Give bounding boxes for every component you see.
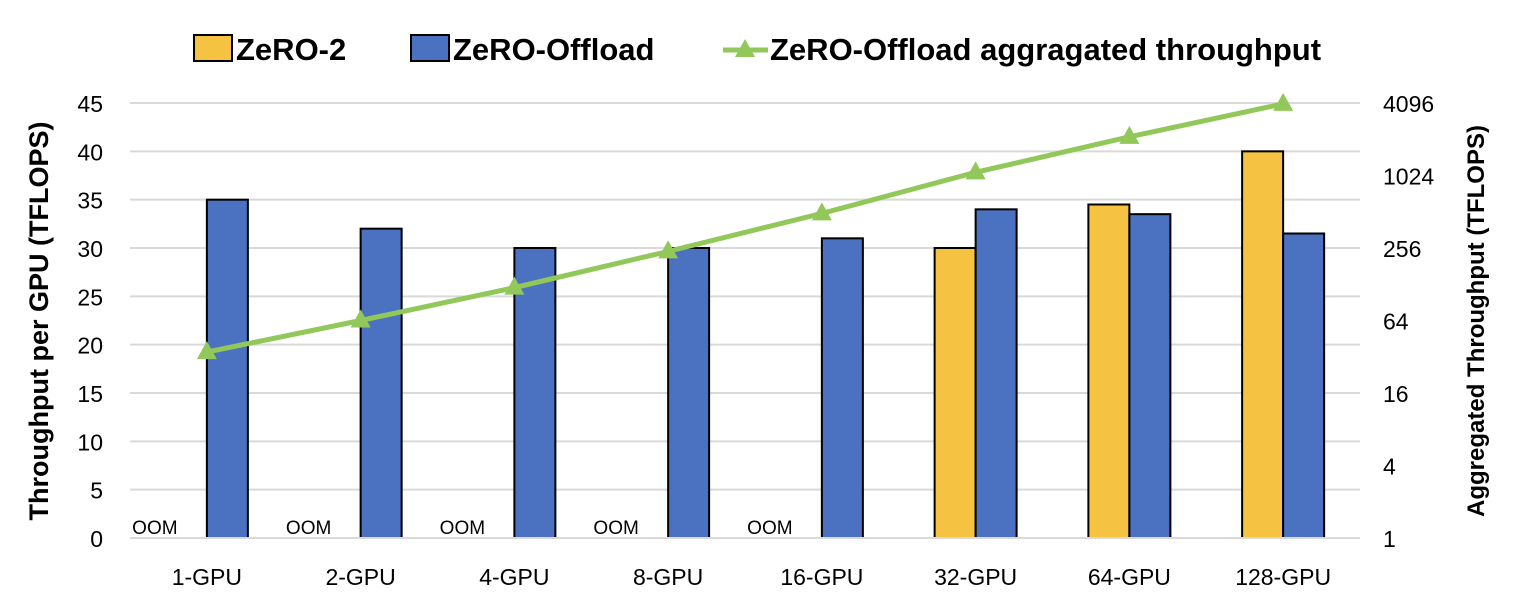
x-tick-label: 1-GPU bbox=[172, 564, 242, 590]
line-point-marker bbox=[965, 161, 986, 180]
bar-zero-offload bbox=[513, 247, 557, 539]
bar-zero2 bbox=[1241, 150, 1285, 539]
y-tick-label: 45 bbox=[77, 91, 103, 117]
oom-label: OOM bbox=[132, 518, 177, 539]
oom-label: OOM bbox=[440, 518, 485, 539]
x-tick-label: 2-GPU bbox=[325, 564, 395, 590]
line-point-marker bbox=[658, 240, 679, 259]
legend-swatch-zero-offload bbox=[410, 34, 450, 62]
bar-zero-offload bbox=[359, 227, 403, 540]
x-tick-label: 32-GPU bbox=[934, 564, 1017, 590]
line-point-marker bbox=[1273, 92, 1294, 111]
line-point-marker bbox=[1119, 125, 1140, 144]
gridlines bbox=[130, 102, 1360, 491]
x-tick-label: 8-GPU bbox=[633, 564, 703, 590]
bar-zero-offload bbox=[205, 198, 249, 540]
y-tick-label: 20 bbox=[77, 333, 103, 359]
aggregate-line bbox=[196, 92, 1294, 360]
x-tick-label: 128-GPU bbox=[1235, 564, 1331, 590]
bar-zero-offload bbox=[1282, 232, 1326, 539]
y-axis-label: Throughput per GPU (TFLOPS) bbox=[24, 122, 54, 521]
x-tick-label: 4-GPU bbox=[479, 564, 549, 590]
oom-label: OOM bbox=[286, 518, 331, 539]
line-point-marker bbox=[811, 202, 832, 221]
y-tick-label: 15 bbox=[77, 381, 103, 407]
line-series bbox=[206, 101, 1284, 355]
axes: 0 5 10 15 20 25 30 35 40 45 1 4 16 64 256 1024 4096 1-GPU… bbox=[77, 91, 1434, 590]
legend-triangle-icon bbox=[735, 39, 755, 57]
y-right-tick-label: 1024 bbox=[1383, 164, 1434, 190]
legend: ZeRO-2 ZeRO-Offload ZeRO-Offload aggragate… bbox=[193, 32, 1321, 67]
y-right-tick-label: 4096 bbox=[1383, 91, 1434, 117]
y-tick-label: 25 bbox=[77, 284, 103, 310]
y-tick-label: 5 bbox=[90, 478, 103, 504]
legend-label-zero-offload: ZeRO-Offload bbox=[453, 32, 655, 67]
y-tick-label: 0 bbox=[90, 526, 103, 552]
y-right-tick-label: 1 bbox=[1383, 526, 1396, 552]
line-point-marker bbox=[504, 276, 525, 295]
bars: OOM OOM OOM OOM OOM bbox=[132, 150, 1326, 540]
y-tick-label: 40 bbox=[77, 139, 103, 165]
bar-zero-offload bbox=[974, 208, 1018, 539]
oom-label: OOM bbox=[747, 518, 792, 539]
legend-label-zero2: ZeRO-2 bbox=[236, 32, 346, 67]
x-tick-label: 64-GPU bbox=[1088, 564, 1171, 590]
x-tick-label: 16-GPU bbox=[780, 564, 863, 590]
line-point-marker bbox=[196, 341, 217, 360]
y-right-tick-label: 256 bbox=[1383, 236, 1421, 262]
y-tick-label: 35 bbox=[77, 188, 103, 214]
y-right-tick-label: 16 bbox=[1383, 381, 1409, 407]
y-right-tick-label: 64 bbox=[1383, 309, 1409, 335]
legend-swatch-zero2 bbox=[193, 34, 233, 62]
y-axis-right-label: Aggregated Throughput (TFLOPS) bbox=[1463, 125, 1490, 517]
bar-zero2 bbox=[1087, 203, 1131, 539]
line-point-marker bbox=[350, 309, 371, 328]
oom-label: OOM bbox=[593, 518, 638, 539]
bar-zero-offload bbox=[1128, 213, 1172, 540]
bar-zero2 bbox=[933, 247, 977, 539]
y-right-tick-label: 4 bbox=[1383, 454, 1396, 480]
y-tick-label: 10 bbox=[77, 429, 103, 455]
bar-zero-offload bbox=[667, 247, 711, 539]
y-tick-label: 30 bbox=[77, 236, 103, 262]
legend-label-aggregate: ZeRO-Offload aggragated throughput bbox=[770, 32, 1321, 67]
bar-zero-offload bbox=[820, 237, 864, 539]
